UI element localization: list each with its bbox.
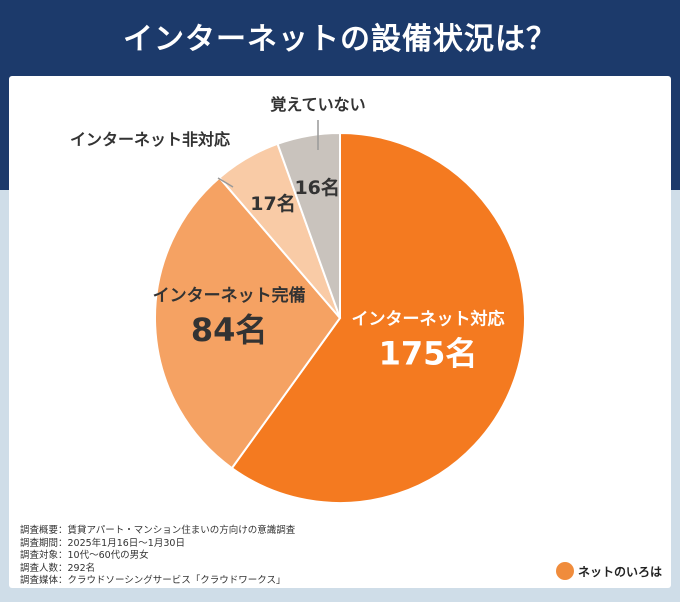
pie-slice	[230, 131, 526, 504]
slice-value: 16名	[294, 176, 339, 199]
note-line: 調査概要：賃貸アパート・マンション住まいの方向けの意識調査	[20, 525, 296, 536]
logo-text: ネットのいろは	[578, 564, 663, 579]
survey-notes: 調査概要：賃貸アパート・マンション住まいの方向けの意識調査 調査期間：2025年…	[20, 525, 295, 588]
slice-label: インターネット非対応	[70, 130, 230, 149]
note-line: 調査期間：2025年1月16日〜1月30日	[20, 537, 185, 549]
page-title: インターネットの設備状況は？	[123, 22, 557, 57]
note-line: 調査対象：10代〜60代の男女	[20, 550, 149, 561]
logo-icon	[556, 562, 574, 580]
slice-value: 17名	[250, 192, 295, 215]
leader-line	[217, 177, 234, 188]
pie-slice	[154, 176, 342, 470]
pie-slice	[276, 131, 341, 319]
slice-label: インターネット対応	[352, 308, 505, 329]
slice-label: 覚えていない	[270, 95, 365, 114]
slice-label: インターネット完備	[153, 285, 306, 306]
note-line: 調査媒体：クラウドソーシングサービス「クラウドワークス」	[20, 575, 286, 586]
brand-logo: ネットのいろは	[556, 562, 662, 580]
slice-value: 84名	[191, 311, 268, 349]
slice-value: 175名	[379, 334, 478, 372]
note-line: 調査人数：292名	[20, 562, 96, 574]
